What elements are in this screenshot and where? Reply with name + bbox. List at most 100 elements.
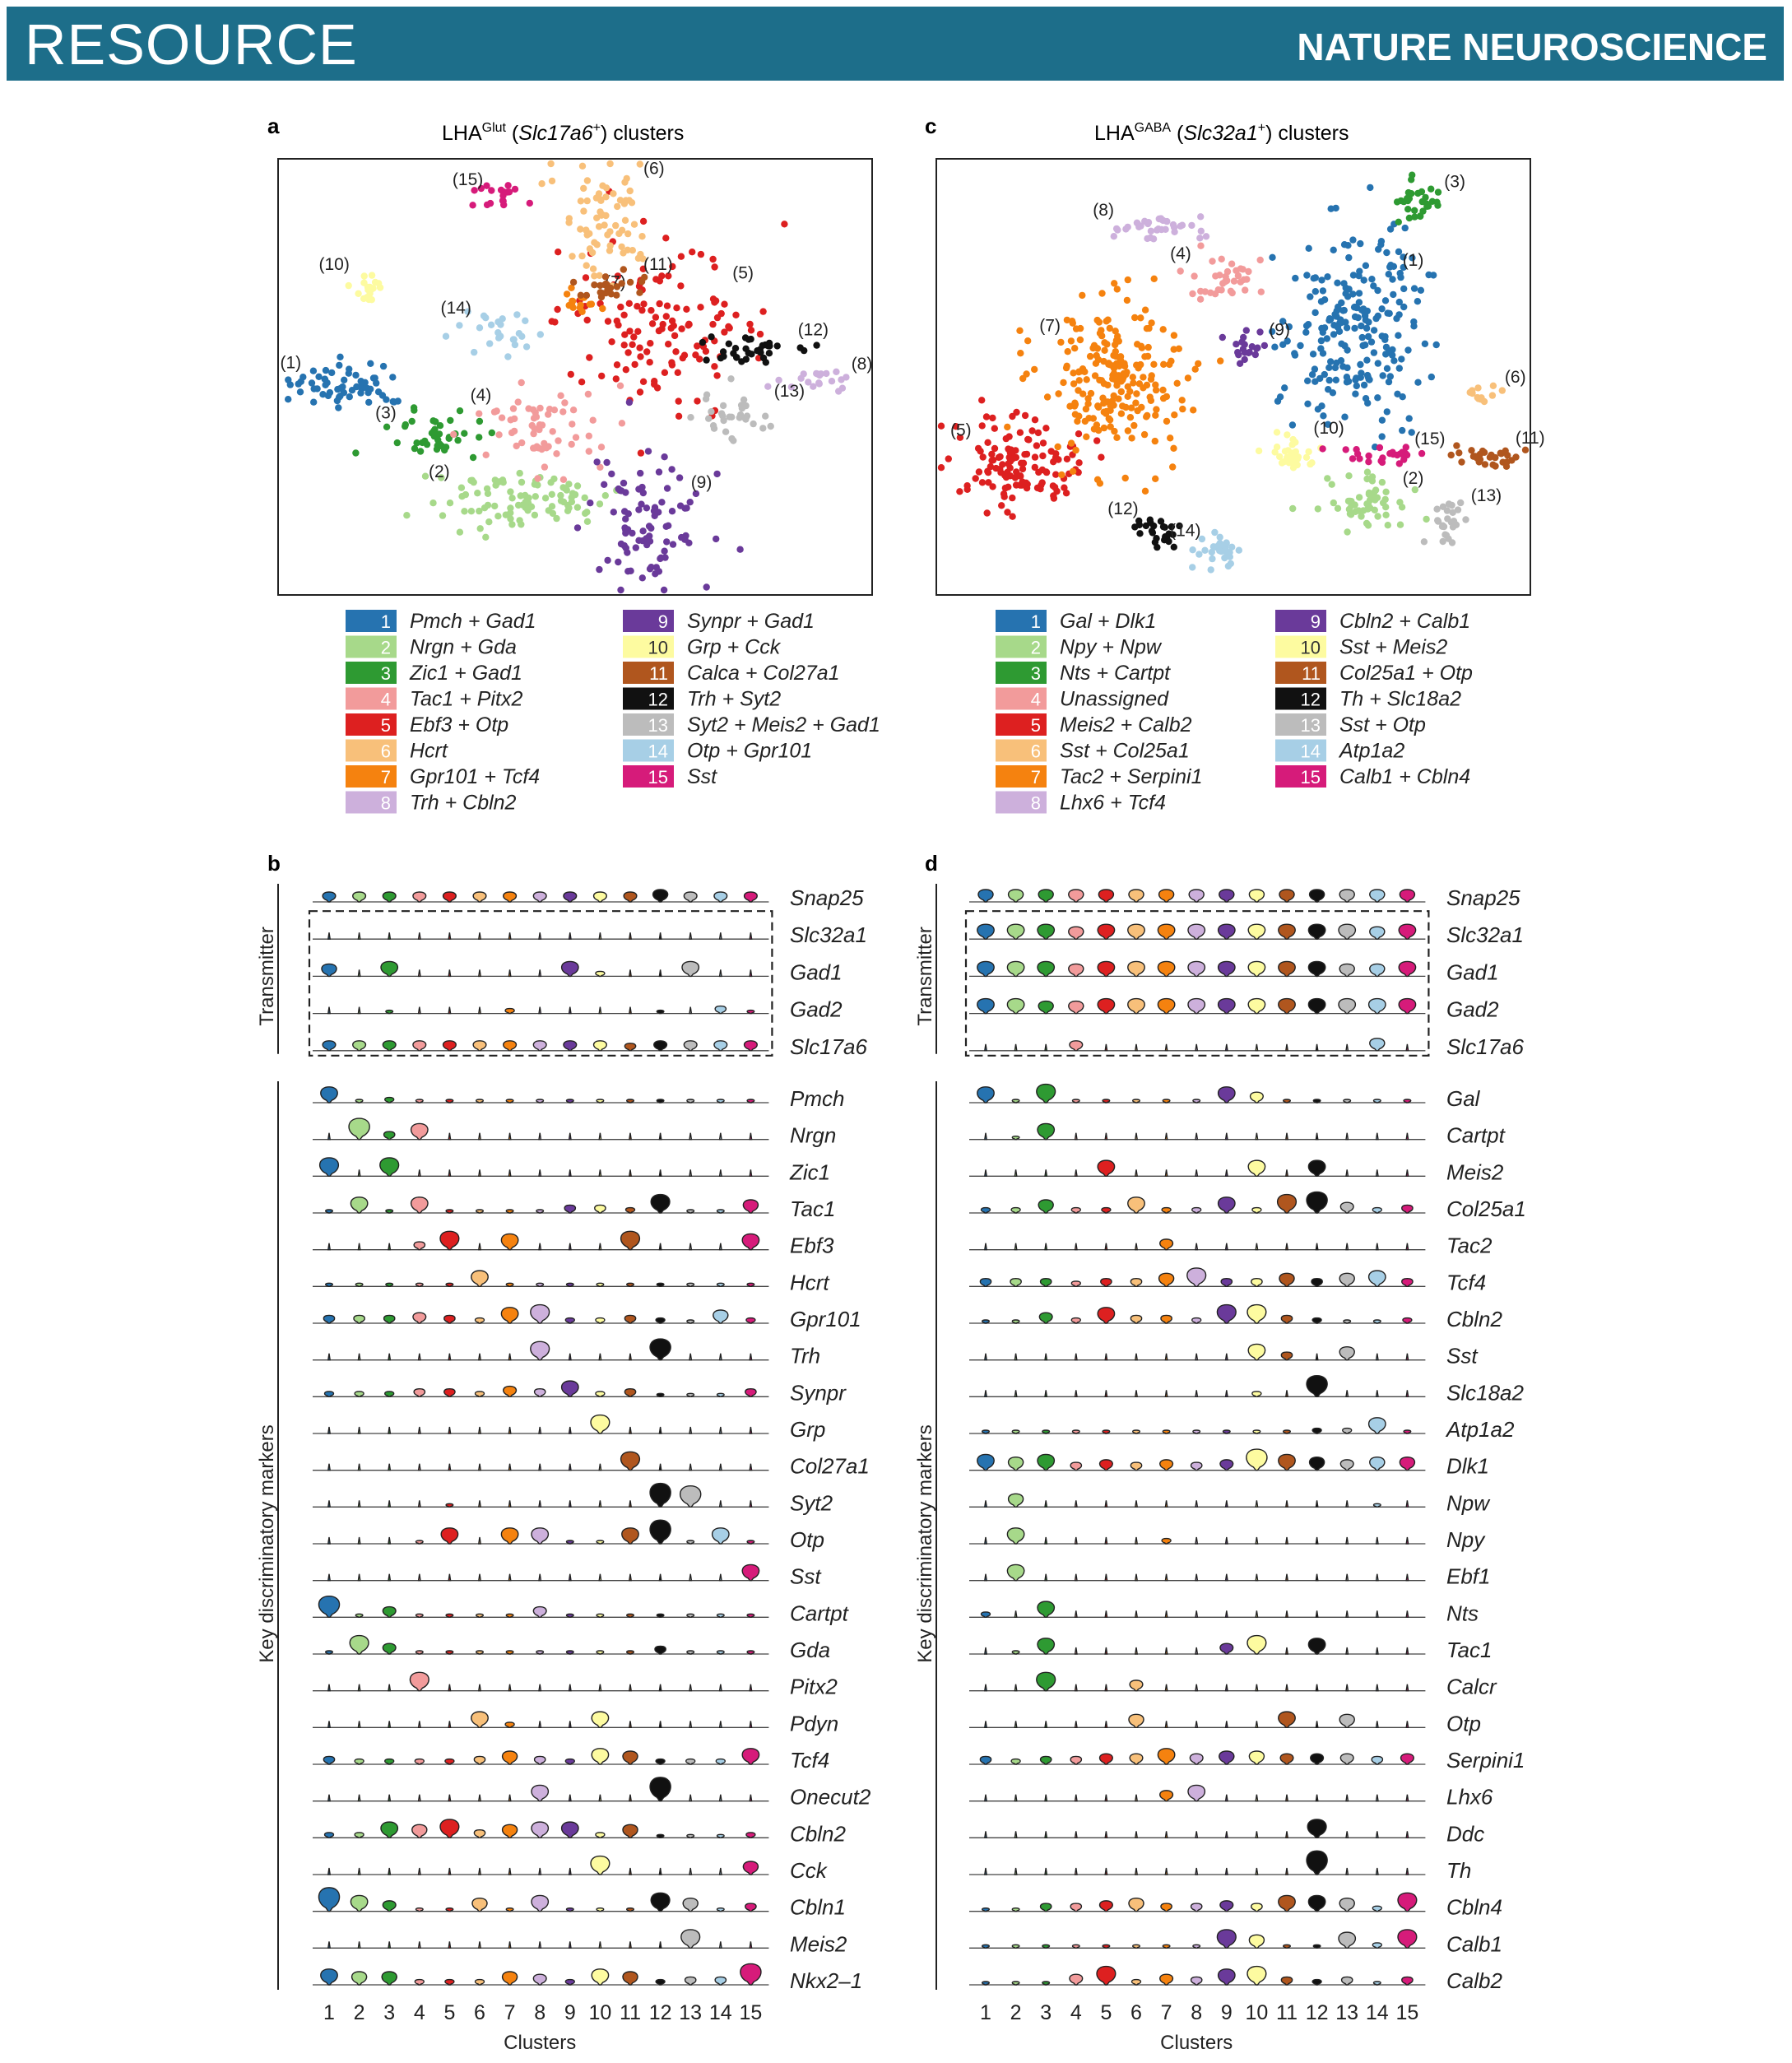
point-cluster-1 [1351,324,1358,332]
point-cluster-3 [431,425,439,433]
point-cluster-14 [476,324,484,332]
point-cluster-6 [1469,389,1476,397]
point-cluster-9 [661,547,668,555]
legend-number: 11 [1302,663,1321,684]
x-tick-label: 3 [383,2001,395,2024]
x-tick-label: 5 [1100,2001,1112,2024]
violin-Cbln2-cluster-9 [1216,1303,1237,1324]
legend-number: 5 [381,715,391,736]
violin-Pitx2-cluster-7 [508,1684,512,1692]
violin-Cbln2-cluster-9 [560,1821,579,1839]
point-cluster-7 [1147,397,1155,404]
violin-Slc17a6-cluster-14 [1369,1038,1386,1052]
point-cluster-5 [696,355,703,363]
violin-Calb2-cluster-8 [1190,1976,1203,1986]
point-cluster-2 [446,499,454,507]
point-cluster-9 [686,499,694,506]
violin-Pmch-cluster-1 [320,1086,338,1104]
legend-item-11: 11 Calca + Col27a1 [623,662,840,685]
violin-Npy-cluster-2 [1006,1527,1025,1545]
violin-Pmch-cluster-5 [445,1099,454,1104]
point-cluster-5 [673,304,680,312]
violin-Otp-cluster-13 [1339,1713,1355,1729]
point-cluster-1 [1285,323,1293,331]
violin-Col25a1-cluster-11 [1276,1193,1298,1214]
cluster-label-3: (3) [375,403,397,422]
gene-label: Onecut2 [790,1785,871,1810]
gene-label: Ebf1 [1446,1564,1491,1589]
point-cluster-3 [1405,214,1414,222]
point-cluster-12 [725,340,732,347]
violin-Slc18a2-cluster-11 [1284,1390,1289,1398]
section-label: RESOURCE [25,12,358,77]
violin-Gad2-cluster-5 [448,1006,452,1015]
violin-Trh-cluster-1 [327,1353,332,1361]
x-tick-label: 1 [980,2001,991,2024]
point-cluster-7 [1100,399,1107,407]
point-cluster-2 [507,488,514,495]
violin-row-Ebf1: Ebf1 [969,1564,1491,1589]
cluster-4-points [450,379,626,483]
violin-row-Syt2: Syt2 [313,1482,833,1515]
violin-Th-cluster-1 [983,1867,988,1875]
point-cluster-7 [1016,327,1024,334]
legend-swatch [346,713,397,736]
point-cluster-15 [483,182,490,189]
x-tick-label: 8 [1191,2001,1202,2024]
violin-Ddc-cluster-4 [1074,1831,1078,1839]
point-cluster-5 [624,349,632,356]
violin-Ddc-cluster-3 [1044,1831,1048,1839]
point-cluster-5 [656,300,663,308]
point-cluster-5 [985,479,992,486]
point-cluster-4 [1218,255,1225,263]
point-cluster-1 [1308,371,1316,379]
point-cluster-2 [1345,472,1353,480]
x-tick-label: 8 [534,2001,545,2024]
legend-swatch [623,739,674,762]
point-cluster-7 [565,301,573,309]
point-cluster-9 [703,583,710,591]
point-cluster-7 [1160,360,1168,368]
violin-Ddc-cluster-15 [1405,1831,1409,1839]
point-cluster-1 [1332,376,1340,383]
point-cluster-7 [1060,379,1067,387]
violin-Col27a1-cluster-12 [658,1463,662,1471]
point-cluster-1 [346,365,353,373]
point-cluster-9 [675,474,684,481]
point-cluster-7 [1124,276,1132,284]
violin-Otp-cluster-11 [1278,1711,1296,1729]
point-cluster-5 [685,320,693,328]
point-cluster-9 [608,470,615,478]
violin-Ebf3-cluster-13 [689,1243,693,1251]
point-cluster-4 [498,414,506,421]
violin-Th-cluster-6 [1134,1867,1139,1875]
point-cluster-6 [569,253,576,260]
point-cluster-7 [1083,376,1090,383]
point-cluster-4 [1230,277,1238,285]
point-cluster-14 [504,353,512,360]
violin-Serpini1-cluster-12 [1310,1753,1325,1765]
violin-Tac1-cluster-12 [650,1193,671,1214]
violin-Grp-cluster-3 [388,1426,392,1434]
point-cluster-6 [565,219,573,226]
violin-Meis2-cluster-4 [417,1941,421,1949]
point-cluster-13 [687,414,694,421]
violin-Syt2-cluster-6 [477,1500,482,1508]
point-cluster-11 [1476,450,1484,458]
gene-label: Cck [790,1858,829,1883]
violin-Gad2-cluster-1 [977,997,995,1015]
violin-Th-cluster-4 [1074,1867,1078,1875]
point-cluster-1 [1312,378,1319,385]
violin-Tac1-cluster-13 [686,1209,695,1214]
violin-Tcf4-cluster-11 [1279,1272,1295,1288]
violin-Tac1-cluster-15 [742,1199,759,1214]
point-cluster-7 [1116,362,1123,370]
legend-label: Calb1 + Cbln4 [1339,765,1470,788]
violin-Cbln2-cluster-7 [501,1824,518,1839]
violin-Npw-cluster-8 [1195,1500,1199,1508]
point-cluster-6 [610,190,617,197]
violin-Onecut2-cluster-6 [477,1794,482,1802]
point-cluster-7 [1140,384,1147,392]
violin-Slc17a6-cluster-13 [1345,1043,1349,1052]
legend-number: 6 [381,741,391,762]
